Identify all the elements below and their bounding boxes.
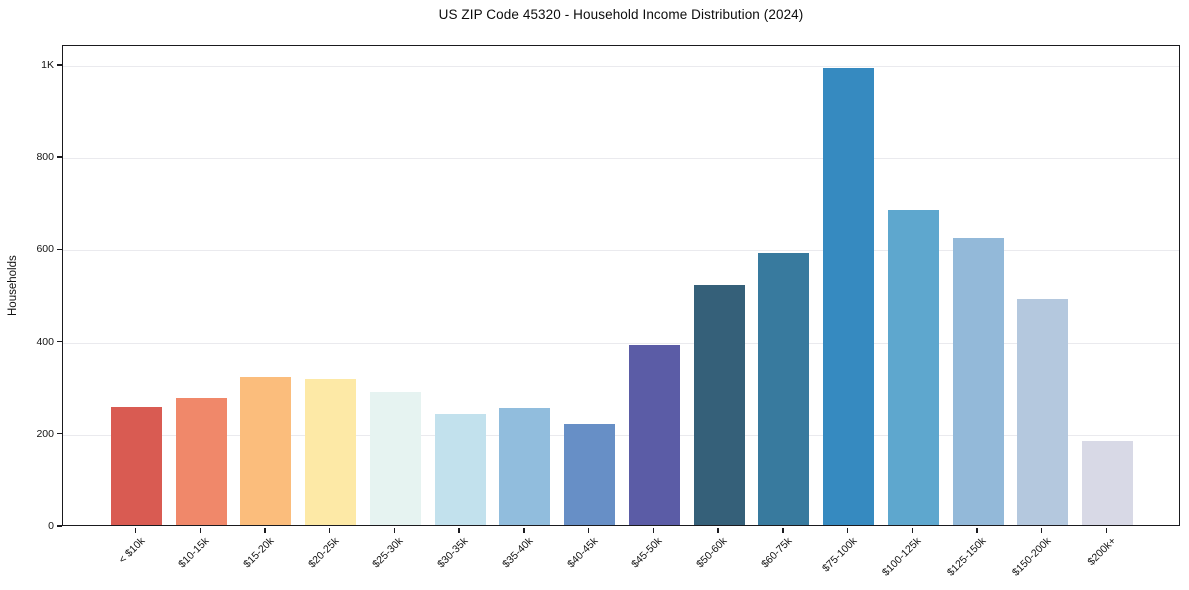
x-tick-mark (264, 527, 266, 533)
y-tick-label-1K: 1K (41, 58, 54, 71)
x-tick-mark (458, 527, 460, 533)
gridline-600 (63, 250, 1179, 252)
bar-$30-35k (434, 414, 486, 525)
x-tick-mark (911, 527, 913, 533)
y-tick-label-800: 800 (36, 151, 54, 164)
gridline-1K (63, 65, 1179, 67)
bar-$75-100k (823, 67, 875, 525)
x-tick-mark (782, 527, 784, 533)
bar-$200k+ (1082, 440, 1133, 525)
y-tick-mark (57, 156, 62, 158)
bar-$125-150k (952, 238, 1004, 525)
x-tick-mark (717, 527, 719, 533)
x-tick-mark (199, 527, 201, 533)
bar-$150-200k (1017, 299, 1069, 525)
y-tick-mark (57, 248, 62, 250)
y-tick-label-200: 200 (36, 427, 54, 440)
x-tick-mark (976, 527, 978, 533)
x-tick-mark (393, 527, 396, 533)
y-axis-label: Households (7, 255, 19, 316)
bar-$60-75k (758, 252, 810, 525)
bar-$15-20k (240, 376, 292, 525)
bar-$40-45k (564, 424, 616, 525)
chart-title: US ZIP Code 45320 - Household Income Dis… (438, 7, 804, 22)
y-tick-label-600: 600 (36, 243, 54, 256)
x-tick-mark (1105, 527, 1108, 533)
bar-$45-50k (628, 345, 680, 525)
y-tick-label-400: 400 (36, 335, 54, 348)
bar-$35-40k (499, 408, 551, 525)
gridline-800 (63, 158, 1179, 160)
x-tick-mark (1041, 527, 1043, 533)
gridline-400 (63, 342, 1179, 344)
x-tick-mark (846, 527, 849, 533)
y-tick-mark (57, 433, 62, 435)
bar-$100-125k (887, 210, 939, 525)
x-tick-mark (587, 527, 590, 533)
x-tick-mark (329, 527, 331, 533)
plot-area (62, 45, 1180, 526)
bar-$10-15k (175, 398, 227, 525)
bar-$20-25k (305, 379, 357, 525)
gridline-200 (63, 434, 1179, 436)
x-tick-label-< $10k: < $10k (115, 535, 147, 566)
y-tick-mark (57, 340, 62, 343)
y-tick-mark (57, 525, 62, 527)
x-tick-mark (134, 527, 137, 533)
bar-< $10k (111, 406, 162, 525)
bar-$50-60k (693, 285, 745, 525)
bar-$25-30k (369, 391, 421, 525)
x-tick-mark (652, 527, 655, 533)
y-tick-label-0: 0 (48, 520, 54, 532)
y-tick-mark (57, 64, 62, 66)
x-tick-mark (523, 527, 525, 533)
